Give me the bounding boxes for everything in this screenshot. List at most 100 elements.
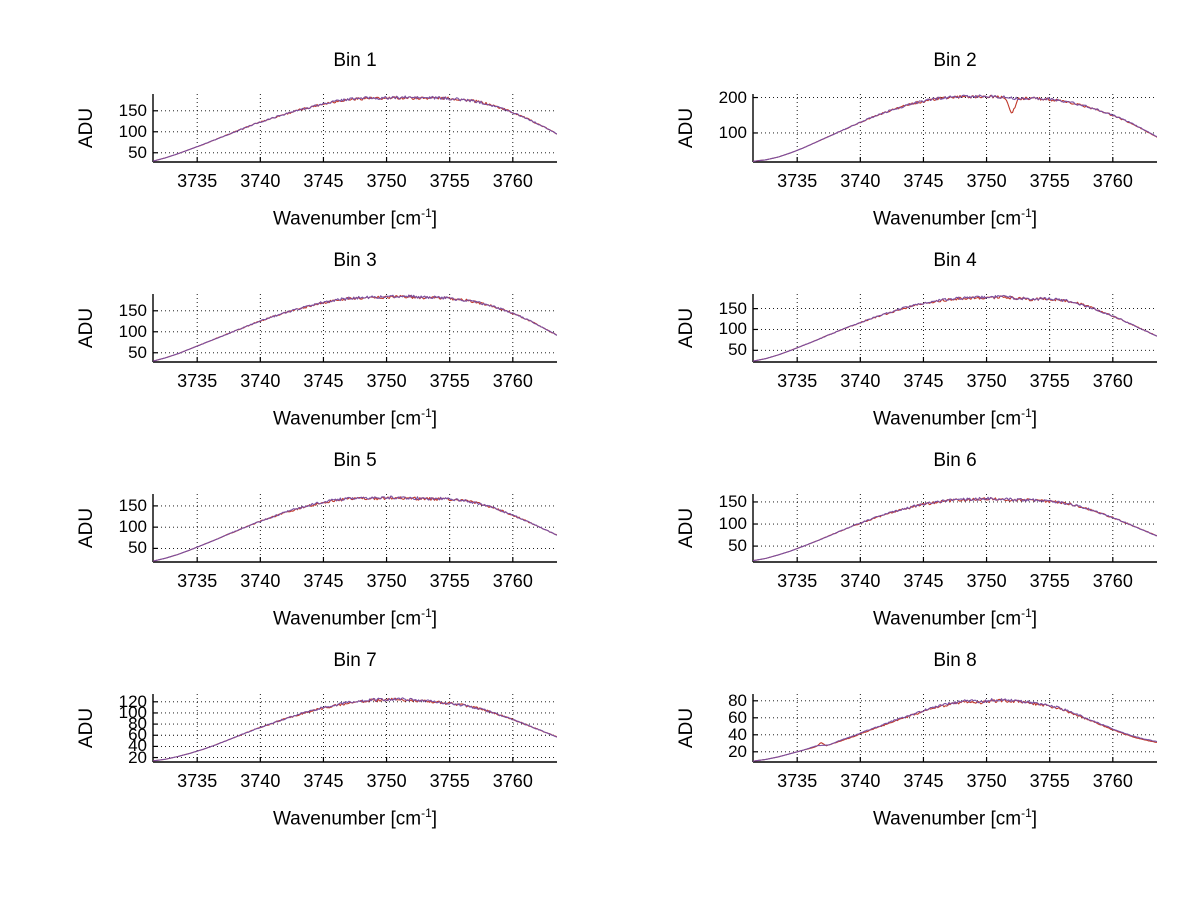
x-tick-label: 3740 xyxy=(840,771,881,791)
x-tick-label: 3760 xyxy=(1092,771,1133,791)
x-tick-label: 3755 xyxy=(429,771,470,791)
data-series-trace-b xyxy=(153,294,557,362)
x-tick-label: 3745 xyxy=(903,171,944,191)
plot-area-6 xyxy=(752,494,1157,563)
x-tick-label: 3740 xyxy=(840,571,881,591)
y-tick-label: 50 xyxy=(728,536,747,556)
x-axis-label-exponent: -1 xyxy=(1021,606,1032,620)
y-tick-label: 150 xyxy=(718,491,747,511)
y-tick-label: 40 xyxy=(128,736,147,756)
x-tick-label: 3760 xyxy=(492,371,533,391)
y-tick-label: 100 xyxy=(118,517,147,537)
data-series-trace-b xyxy=(153,697,557,762)
x-tick-label: 3735 xyxy=(777,771,818,791)
panel-title-7: Bin 7 xyxy=(333,650,377,671)
subplot-panel-8: Bin 8 ADU 20 40 60 80 3735 3740 3745 3750 3755 3760… xyxy=(653,650,1187,848)
plot-area-2 xyxy=(752,94,1157,163)
y-tick-label: 60 xyxy=(128,725,147,745)
x-axis-label-text: Wavenumber [cm xyxy=(872,208,1022,230)
data-series-trace-a xyxy=(753,497,1157,562)
x-tick-label: 3745 xyxy=(303,571,344,591)
x-tick-label: 3745 xyxy=(903,771,944,791)
y-tick-label: 100 xyxy=(118,321,147,341)
plot-area-5 xyxy=(152,494,557,563)
data-series-trace-a xyxy=(153,496,557,562)
x-axis-label-text: Wavenumber [cm xyxy=(272,808,422,830)
subplot-panel-3: Bin 3 ADU 50 100 150 3735 3740 3745 3750 3755 3760… xyxy=(53,250,587,448)
x-tick-label: 3755 xyxy=(1029,171,1070,191)
x-axis-label-text: Wavenumber [cm xyxy=(872,608,1022,630)
x-axis-label-bracket: ] xyxy=(1031,608,1038,630)
x-tick-label: 3735 xyxy=(777,571,818,591)
x-axis-label-text: Wavenumber [cm xyxy=(272,408,422,430)
panel-title-3: Bin 3 xyxy=(333,250,377,271)
x-tick-label: 3750 xyxy=(966,371,1007,391)
x-axis-label-6: Wavenumber [cm-1] xyxy=(753,606,1157,630)
x-axis-label-bracket: ] xyxy=(1031,808,1038,830)
x-axis-label-exponent: -1 xyxy=(421,206,432,220)
data-series-trace-b xyxy=(153,495,557,562)
plot-area-3 xyxy=(152,294,557,363)
plot-area-4 xyxy=(752,294,1157,363)
x-tick-label: 3755 xyxy=(1029,371,1070,391)
y-tick-label: 100 xyxy=(118,121,147,141)
y-tick-label: 150 xyxy=(718,298,747,318)
plot-area-8 xyxy=(752,694,1157,763)
x-tick-label: 3745 xyxy=(303,171,344,191)
data-series-trace-b xyxy=(753,496,1157,562)
x-axis-label-exponent: -1 xyxy=(1021,206,1032,220)
subplot-panel-2: Bin 2 ADU 100 200 3735 3740 3745 3750 3755 3760 Wa… xyxy=(653,50,1187,248)
x-tick-label: 3760 xyxy=(492,171,533,191)
data-series-trace-a xyxy=(153,697,557,762)
x-tick-label: 3740 xyxy=(840,171,881,191)
x-tick-label: 3750 xyxy=(366,171,407,191)
x-tick-label: 3740 xyxy=(240,371,281,391)
plot-area-1 xyxy=(152,94,557,163)
subplot-panel-7: Bin 7 ADU 20 40 60 80 100 120 3735 3740 3745 3750 37… xyxy=(53,650,587,848)
x-tick-label: 3740 xyxy=(240,771,281,791)
x-axis-label-5: Wavenumber [cm-1] xyxy=(153,606,557,630)
x-tick-label: 3760 xyxy=(1092,571,1133,591)
x-tick-label: 3750 xyxy=(966,171,1007,191)
y-tick-label: 40 xyxy=(728,724,747,744)
x-tick-label: 3745 xyxy=(303,371,344,391)
x-axis-label-exponent: -1 xyxy=(421,406,432,420)
x-tick-label: 3750 xyxy=(966,571,1007,591)
y-tick-label: 150 xyxy=(118,100,147,120)
y-tick-label: 50 xyxy=(128,142,147,162)
data-series-trace-a xyxy=(753,94,1157,162)
data-series-trace-a xyxy=(753,295,1157,362)
y-tick-label: 80 xyxy=(728,690,747,710)
x-axis-label-text: Wavenumber [cm xyxy=(272,608,422,630)
panel-title-1: Bin 1 xyxy=(333,50,377,71)
y-tick-label: 100 xyxy=(118,702,147,722)
x-tick-label: 3755 xyxy=(1029,571,1070,591)
subplot-panel-1: Bin 1 ADU 50 100 150 3735 3740 3745 3750 3755 3760… xyxy=(53,50,587,248)
subplot-panel-6: Bin 6 ADU 50 100 150 3735 3740 3745 3750 3755 3760… xyxy=(653,450,1187,648)
y-tick-label: 50 xyxy=(128,342,147,362)
x-axis-label-bracket: ] xyxy=(431,208,438,230)
data-series-trace-a xyxy=(153,294,557,362)
x-tick-label: 3735 xyxy=(777,171,818,191)
subplot-panel-4: Bin 4 ADU 50 100 150 3735 3740 3745 3750 3755 3760… xyxy=(653,250,1187,448)
y-tick-label: 20 xyxy=(728,741,747,761)
x-axis-label-text: Wavenumber [cm xyxy=(872,408,1022,430)
x-axis-label-bracket: ] xyxy=(431,808,438,830)
panel-title-8: Bin 8 xyxy=(933,650,977,671)
x-axis-label-bracket: ] xyxy=(1031,208,1038,230)
x-tick-label: 3750 xyxy=(366,371,407,391)
data-series-trace-b xyxy=(753,94,1157,162)
y-tick-label: 100 xyxy=(718,319,747,339)
x-tick-label: 3745 xyxy=(903,571,944,591)
y-tick-label: 150 xyxy=(118,300,147,320)
x-tick-label: 3735 xyxy=(177,371,218,391)
x-axis-label-bracket: ] xyxy=(431,408,438,430)
x-axis-label-7: Wavenumber [cm-1] xyxy=(153,806,557,830)
x-tick-label: 3750 xyxy=(366,571,407,591)
panel-title-5: Bin 5 xyxy=(333,450,377,471)
x-tick-label: 3740 xyxy=(240,171,281,191)
y-tick-label: 120 xyxy=(118,691,147,711)
x-tick-label: 3740 xyxy=(240,571,281,591)
y-tick-label: 80 xyxy=(128,714,147,734)
data-series-trace-b xyxy=(753,294,1157,362)
